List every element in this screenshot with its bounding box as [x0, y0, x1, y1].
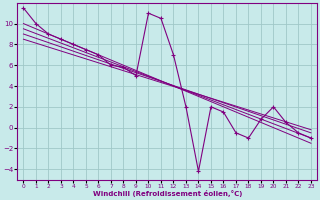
- X-axis label: Windchill (Refroidissement éolien,°C): Windchill (Refroidissement éolien,°C): [92, 190, 242, 197]
